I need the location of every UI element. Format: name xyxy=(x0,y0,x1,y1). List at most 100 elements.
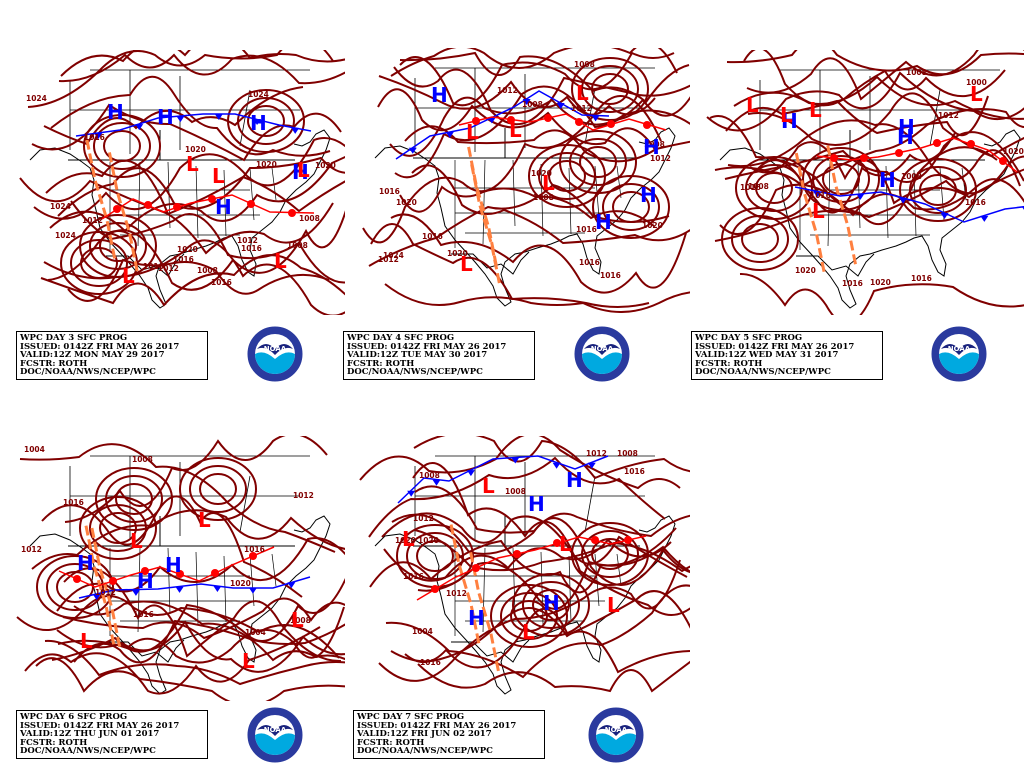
low-pressure-center: L xyxy=(466,120,479,144)
isobar xyxy=(391,513,690,586)
low-pressure-center: L xyxy=(482,474,495,498)
isobar-value-label: 1020 xyxy=(531,169,552,178)
isobar-value-label: 1024 xyxy=(383,251,404,260)
isobar xyxy=(548,160,586,192)
caption-title: WPC DAY 4 SFC PROG xyxy=(347,333,455,343)
isobar-value-label: 1016 xyxy=(379,187,400,196)
caption-valid: VALID:12Z TUE MAY 30 2017 xyxy=(347,350,488,361)
trough-line xyxy=(826,145,858,266)
isobar xyxy=(93,122,151,170)
surface-map: 1016102010201024102010241016102410201016… xyxy=(19,50,345,315)
forecast-panel-day-3: 1016 1020 1020 1024 1020 1024 1016 1024 1020 1016… xyxy=(10,50,345,315)
high-pressure-center: H xyxy=(643,135,660,159)
cold-front-barb xyxy=(92,594,101,601)
warm-front-barb xyxy=(513,550,521,558)
low-pressure-center: L xyxy=(186,152,199,176)
high-pressure-center: H xyxy=(879,168,896,192)
warm-front-barb xyxy=(141,567,149,575)
caption-forecaster: FCSTR: ROTH xyxy=(20,737,88,748)
cold-front-barb xyxy=(214,114,223,121)
isobar xyxy=(731,215,789,263)
warm-front-barb xyxy=(544,114,552,122)
high-pressure-center: H xyxy=(528,492,545,516)
isobar xyxy=(370,223,650,308)
isobar-value-label: 1008 xyxy=(419,471,440,480)
caption-title: WPC DAY 5 SFC PROG xyxy=(695,333,803,343)
low-pressure-center: L xyxy=(402,527,415,551)
isobar xyxy=(56,571,94,603)
caption-agency: DOC/NOAA/NWS/NCEP/WPC xyxy=(20,367,156,378)
isobar-value-label: 1012 xyxy=(237,236,258,245)
caption-issued: ISSUED: 0142Z FRI MAY 26 2017 xyxy=(20,720,180,731)
isobar xyxy=(35,657,345,701)
warm-front-barb xyxy=(830,154,838,162)
high-pressure-center: H xyxy=(595,210,612,234)
isobar xyxy=(368,456,666,538)
isobar xyxy=(612,191,650,223)
caption-valid: VALID:12Z FRI JUN 02 2017 xyxy=(357,729,492,740)
low-pressure-center: L xyxy=(970,82,983,106)
cold-front xyxy=(397,455,609,504)
isobar xyxy=(89,222,147,270)
isobar-value-label: 1020 xyxy=(795,266,816,275)
low-pressure-center: L xyxy=(297,158,310,182)
cold-front-barb xyxy=(856,193,865,200)
isobar-value-label: 1020 xyxy=(642,221,663,230)
warm-front-barb xyxy=(472,117,480,125)
warm-front-barb xyxy=(247,200,255,208)
noaa-logo-text: NOAA xyxy=(264,726,287,734)
warm-front-barb xyxy=(591,536,599,544)
isobar-value-label: 1016 xyxy=(579,258,600,267)
cold-front-barb xyxy=(175,586,184,593)
isobar xyxy=(743,50,1006,107)
isobar xyxy=(399,51,690,104)
noaa-logo: NOAA xyxy=(573,325,631,383)
warm-front-barb xyxy=(249,552,257,560)
isobar-value-label: 1020 xyxy=(185,145,206,154)
cold-front-barb xyxy=(408,147,417,154)
isobar xyxy=(227,89,305,153)
noaa-logo: NOAA xyxy=(587,706,645,764)
isobar xyxy=(747,92,1024,158)
isobar xyxy=(199,473,237,505)
isobar-value-label: 1008 xyxy=(901,172,922,181)
low-pressure-center: L xyxy=(242,649,255,673)
high-pressure-center: H xyxy=(431,83,448,107)
isobar xyxy=(24,626,321,695)
isobar xyxy=(399,51,675,107)
noaa-logo: NOAA xyxy=(246,325,304,383)
isobar-value-label: 1016 xyxy=(965,198,986,207)
high-pressure-center: H xyxy=(157,105,174,129)
noaa-logo-text: NOAA xyxy=(591,345,614,353)
cold-front-barb xyxy=(556,102,565,109)
isobar xyxy=(581,65,639,113)
isobar-value-label: 1016 xyxy=(810,191,831,200)
isobar xyxy=(378,559,681,682)
canada-province-borders xyxy=(759,69,1000,154)
isobar xyxy=(414,485,690,538)
forecast-panel-day-5: 1008 1016 1000 1016 1008 1020 1016 1020 1012 1016… xyxy=(700,50,1024,315)
trough-line xyxy=(470,164,502,285)
isobar xyxy=(27,50,334,108)
isobar-value-label: 1012 xyxy=(293,491,314,500)
caption-title: WPC DAY 7 SFC PROG xyxy=(357,712,465,722)
isobar xyxy=(399,185,655,227)
warm-front-barb xyxy=(575,118,583,126)
isobar xyxy=(714,132,956,214)
isobar xyxy=(412,462,690,616)
isobar xyxy=(522,581,580,629)
cold-front-barb xyxy=(591,115,600,122)
isobar xyxy=(406,532,464,580)
isobar-value-label: 1008 xyxy=(505,487,526,496)
isobar xyxy=(19,177,334,255)
isobar xyxy=(80,247,118,279)
trough-line xyxy=(85,139,117,261)
isobar-value-label: 1016 xyxy=(420,658,441,667)
cold-front-barb xyxy=(253,119,262,126)
coastline xyxy=(29,515,331,695)
isobar-value-label: 1020 xyxy=(447,249,468,258)
noaa-logo: NOAA xyxy=(930,325,988,383)
warm-front xyxy=(58,546,275,588)
isobar-value-label: 1008 xyxy=(574,60,595,69)
canada-province-borders xyxy=(69,69,310,154)
